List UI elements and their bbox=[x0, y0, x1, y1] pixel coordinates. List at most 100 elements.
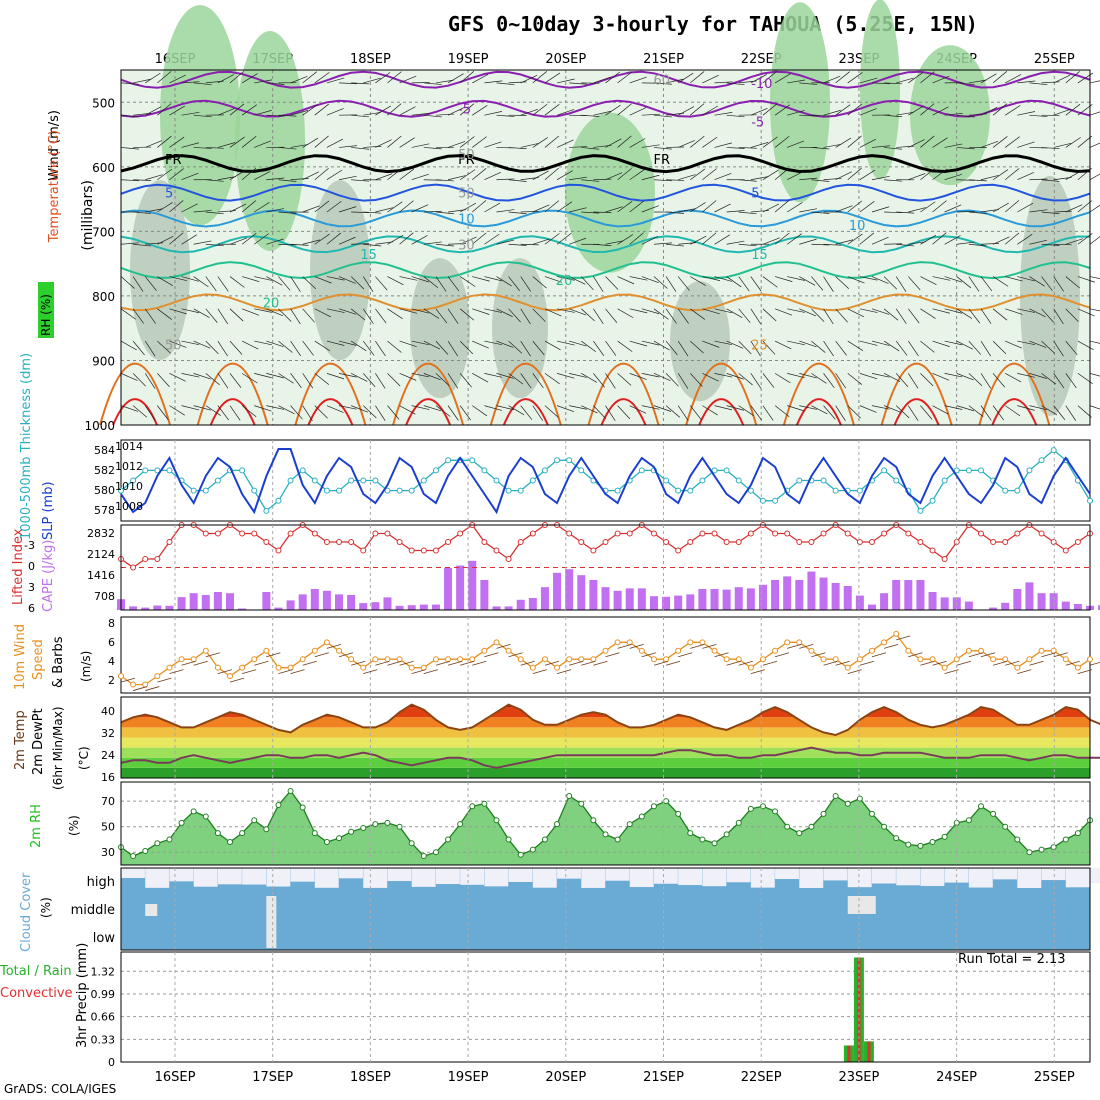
wind-barb-2m bbox=[423, 669, 438, 675]
wind-barb bbox=[944, 276, 962, 283]
cape-bar bbox=[456, 565, 465, 610]
wind-barb bbox=[472, 340, 489, 349]
cloud-panel-frame bbox=[120, 867, 1091, 951]
wind-barb bbox=[617, 373, 632, 386]
thickness-line-point bbox=[517, 487, 524, 494]
wind-barb bbox=[484, 233, 500, 245]
wind-barb bbox=[932, 200, 947, 213]
wind-barb bbox=[871, 236, 889, 245]
rh-line-point bbox=[566, 793, 573, 800]
thickness-line-point bbox=[142, 467, 149, 474]
cape-bar bbox=[880, 593, 889, 610]
wind-barb bbox=[411, 112, 430, 116]
wind-barb bbox=[787, 405, 805, 412]
wind-barb bbox=[714, 234, 730, 245]
slp-tick-label: 1010 bbox=[115, 480, 143, 493]
temperature-axis-label: Temperature (°C) bbox=[47, 130, 62, 243]
wind-barb bbox=[605, 373, 616, 389]
wind-barb bbox=[363, 243, 382, 247]
date-label-top: 22SEP bbox=[741, 52, 782, 67]
wind-speed-line-point bbox=[687, 639, 694, 646]
rh-line-point bbox=[239, 830, 246, 837]
wind-barb bbox=[314, 167, 329, 180]
upper-air-frame bbox=[120, 69, 1091, 426]
cape-tick-label: 1416 bbox=[87, 569, 115, 582]
isotherm-arc bbox=[489, 362, 562, 426]
thickness-line-point bbox=[554, 457, 561, 464]
cape-bar bbox=[916, 579, 925, 610]
wind-barb bbox=[871, 373, 890, 378]
wind-barb bbox=[217, 276, 229, 292]
rh-line-point bbox=[529, 846, 536, 853]
wind-barb bbox=[193, 276, 209, 288]
wind-barb-2m bbox=[702, 643, 717, 649]
contour-label: 50 bbox=[165, 338, 182, 353]
wind-barb bbox=[787, 79, 806, 84]
lifted-index-line-point bbox=[772, 530, 779, 537]
wind-barb bbox=[169, 405, 185, 416]
date-label-bottom: 21SEP bbox=[643, 1070, 684, 1085]
wind-barb bbox=[496, 239, 515, 245]
wind-barb bbox=[787, 373, 805, 379]
thickness-line-point bbox=[275, 497, 282, 504]
wind-barb bbox=[593, 308, 604, 325]
wind-barb bbox=[799, 82, 818, 85]
contour-label: 50 bbox=[458, 148, 475, 163]
wind-barb-2m bbox=[290, 669, 305, 675]
wind-barb bbox=[968, 405, 984, 417]
precip-tick-label: 0.33 bbox=[91, 1033, 116, 1046]
contour-label: 30 bbox=[458, 238, 475, 253]
lifted-index-line-point bbox=[311, 530, 318, 537]
lifted-index-line-point bbox=[396, 539, 403, 545]
wind-barb bbox=[944, 143, 963, 148]
lifted-index-line-point bbox=[517, 539, 524, 545]
wind-barb-2m bbox=[169, 669, 184, 675]
wind-barb bbox=[569, 146, 588, 148]
wind-barb-2m bbox=[351, 660, 366, 666]
wind-barb bbox=[980, 340, 992, 357]
wind-barb bbox=[883, 405, 901, 413]
wind-speed-line-point bbox=[517, 656, 524, 663]
wind-barb bbox=[665, 78, 684, 84]
wind-barb bbox=[1017, 276, 1035, 282]
rh-line-point bbox=[396, 823, 403, 830]
wind-barb bbox=[605, 405, 616, 421]
wind-barb bbox=[447, 308, 459, 324]
wind-barb bbox=[484, 276, 502, 282]
wind-barb-2m bbox=[556, 669, 572, 675]
wind-barb bbox=[968, 373, 983, 386]
wind-barb bbox=[908, 173, 926, 181]
wind-barb-2m bbox=[387, 660, 402, 666]
wind-barb bbox=[290, 276, 301, 292]
isotherm-line bbox=[120, 183, 1091, 202]
temp-tick-label: 40 bbox=[101, 705, 115, 718]
thickness-line-point bbox=[202, 487, 209, 494]
rh-shading bbox=[310, 180, 370, 361]
wind-barb bbox=[532, 238, 551, 245]
cloud-gap-high bbox=[993, 868, 1018, 880]
wind-barb bbox=[532, 204, 550, 213]
wind-barb bbox=[980, 175, 999, 181]
wind-barb bbox=[169, 136, 185, 148]
thickness-line-point bbox=[917, 507, 924, 514]
wind-barb bbox=[1041, 147, 1060, 150]
rh-line-point bbox=[723, 831, 730, 838]
wind-barb bbox=[980, 141, 999, 148]
wind-barb bbox=[1005, 74, 1022, 84]
wind-barb bbox=[920, 103, 935, 116]
wind-barb bbox=[786, 233, 802, 245]
cape-bar bbox=[1098, 605, 1100, 610]
wind-barb bbox=[181, 81, 200, 84]
thickness-line-point bbox=[360, 477, 367, 484]
wind-speed-line-point bbox=[348, 656, 355, 663]
lifted-index-line-point bbox=[723, 539, 730, 545]
wind-barb bbox=[932, 373, 950, 381]
wind-barb bbox=[738, 373, 753, 386]
wind-barb bbox=[205, 179, 224, 182]
wind-barb bbox=[157, 405, 169, 421]
wind-barb bbox=[835, 340, 847, 356]
wind-barb bbox=[338, 340, 357, 346]
wind-barb bbox=[544, 135, 560, 148]
cape-bar bbox=[746, 588, 755, 610]
wind-barb bbox=[714, 142, 733, 148]
